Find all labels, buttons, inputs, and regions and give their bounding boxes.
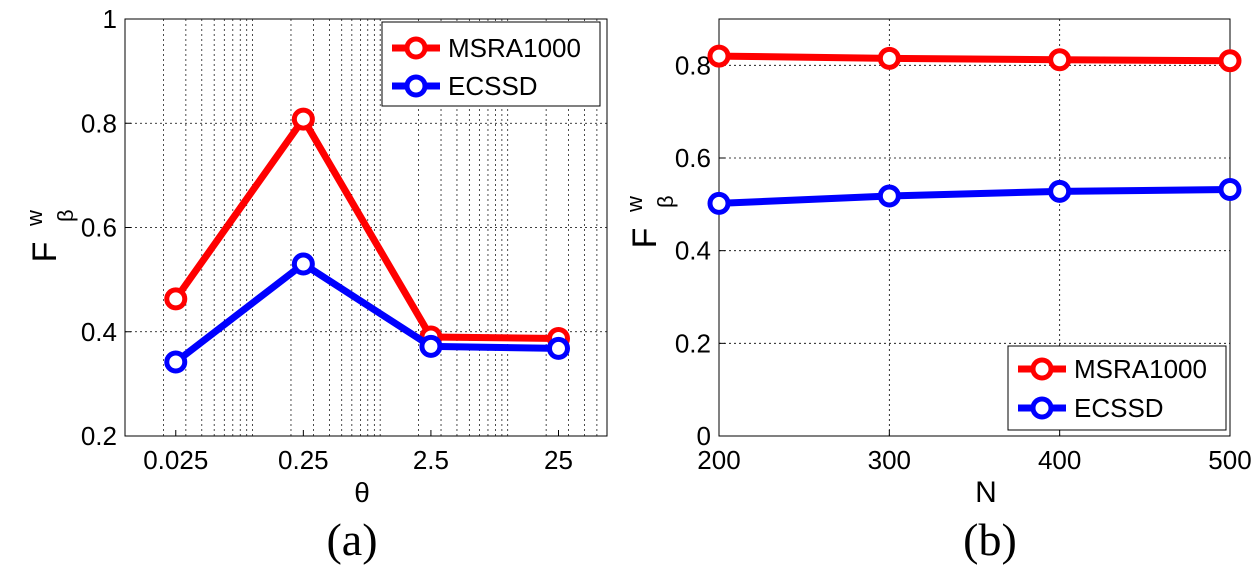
panel-b-caption: (b) (963, 514, 1017, 565)
panel-b-legend-label-msra1000: MSRA1000 (1074, 354, 1207, 384)
panel-b-legend: MSRA1000 ECSSD (1007, 345, 1227, 431)
panel-b-point-ecssd (1218, 178, 1242, 202)
panel-b-x-tick-label: 500 (1208, 445, 1251, 475)
panel-a-x-tick-label: 0.025 (143, 445, 208, 475)
panel-a-legend-item-ecssd: ECSSD (392, 71, 538, 101)
panel-a: 0.2 0.4 0.6 0.8 1 0.025 0.25 2.5 25 MSRA1000 ECS… (22, 4, 608, 565)
panel-b-y-axis-label: F w β (622, 195, 678, 248)
panel-b-plot-box (718, 18, 1231, 437)
panel-a-y-axis-label-sub: β (53, 209, 78, 222)
panel-b-point-ecssd (1048, 179, 1072, 203)
panel-a-legend-item-msra1000: MSRA1000 (392, 33, 581, 63)
panel-b-y-tick-label: 0.4 (675, 236, 711, 266)
panel-b: 0 0.2 0.4 0.6 0.8 200 300 400 500 MSRA1000 ECSSD… (622, 18, 1252, 565)
panel-b-x-axis-label: N (975, 476, 997, 509)
panel-b-legend-marker-ecssd (1030, 396, 1054, 420)
panel-a-point-ecssd (164, 350, 188, 374)
panel-b-x-tick-label: 400 (1038, 445, 1081, 475)
panel-b-x-tick-label: 200 (697, 445, 740, 475)
panel-a-x-tick-label: 0.25 (278, 445, 329, 475)
panel-a-point-ecssd (546, 336, 570, 360)
panel-a-point-ecssd (291, 252, 315, 276)
panel-a-y-tick-label: 1 (103, 4, 117, 34)
panel-b-series-line-msra1000 (718, 52, 1231, 65)
panel-a-y-tick-label: 0.4 (81, 317, 117, 347)
panel-b-point-ecssd (877, 184, 901, 208)
panel-b-legend-item-msra1000: MSRA1000 (1018, 354, 1207, 384)
panel-a-series-line-msra1000 (172, 115, 559, 343)
panel-b-legend-label-ecssd: ECSSD (1074, 393, 1164, 423)
panel-a-y-axis-label: F w β (22, 209, 78, 262)
panel-a-legend-marker-ecssd (404, 74, 428, 98)
panel-a-x-axis-label: θ (354, 477, 370, 508)
panel-b-y-tick-label: 0.6 (675, 143, 711, 173)
panel-b-series-line-ecssd (718, 186, 1231, 207)
panel-a-legend-label-msra1000: MSRA1000 (448, 33, 581, 63)
panel-a-y-tick-label: 0.8 (81, 108, 117, 138)
panel-a-y-axis-label-sup: w (22, 210, 47, 227)
panel-b-y-axis-label-main: F (626, 228, 664, 249)
panel-b-point-ecssd (707, 191, 731, 215)
panel-b-point-msra1000 (1048, 48, 1072, 72)
panel-a-series (164, 107, 570, 374)
panel-b-y-tick-label: 0.8 (675, 50, 711, 80)
panel-b-point-msra1000 (1218, 49, 1242, 73)
panel-b-point-msra1000 (877, 46, 901, 70)
panel-b-legend-marker-msra1000 (1030, 357, 1054, 381)
panel-b-y-axis-label-sub: β (653, 195, 678, 208)
panel-b-y-axis-label-sup: w (622, 196, 647, 213)
panel-a-point-msra1000 (164, 287, 188, 311)
panel-a-y-axis-label-main: F (26, 242, 64, 263)
panel-a-legend-label-ecssd: ECSSD (448, 71, 538, 101)
panel-a-legend-marker-msra1000 (404, 36, 428, 60)
panel-a-y-tick-label: 0.6 (81, 213, 117, 243)
panel-a-caption: (a) (326, 514, 377, 565)
panel-b-ticks: 0 0.2 0.4 0.6 0.8 200 300 400 500 (675, 50, 1252, 475)
panel-a-ticks: 0.2 0.4 0.6 0.8 1 0.025 0.25 2.5 25 (81, 4, 573, 475)
panel-b-y-tick-label: 0.2 (675, 328, 711, 358)
panel-a-x-tick-label: 2.5 (413, 445, 449, 475)
panel-a-legend: MSRA1000 ECSSD (381, 21, 601, 107)
panel-b-legend-item-ecssd: ECSSD (1018, 393, 1164, 423)
panel-a-x-tick-label: 25 (544, 445, 573, 475)
panel-a-point-msra1000 (291, 107, 315, 131)
panel-b-x-tick-label: 300 (868, 445, 911, 475)
panel-a-y-tick-label: 0.2 (81, 421, 117, 451)
panel-b-series (707, 44, 1242, 215)
panel-a-series-line-ecssd (173, 260, 559, 365)
panel-b-y-tick-label: 0 (697, 421, 711, 451)
panel-a-point-ecssd (419, 334, 443, 358)
panel-b-point-msra1000 (707, 44, 731, 68)
